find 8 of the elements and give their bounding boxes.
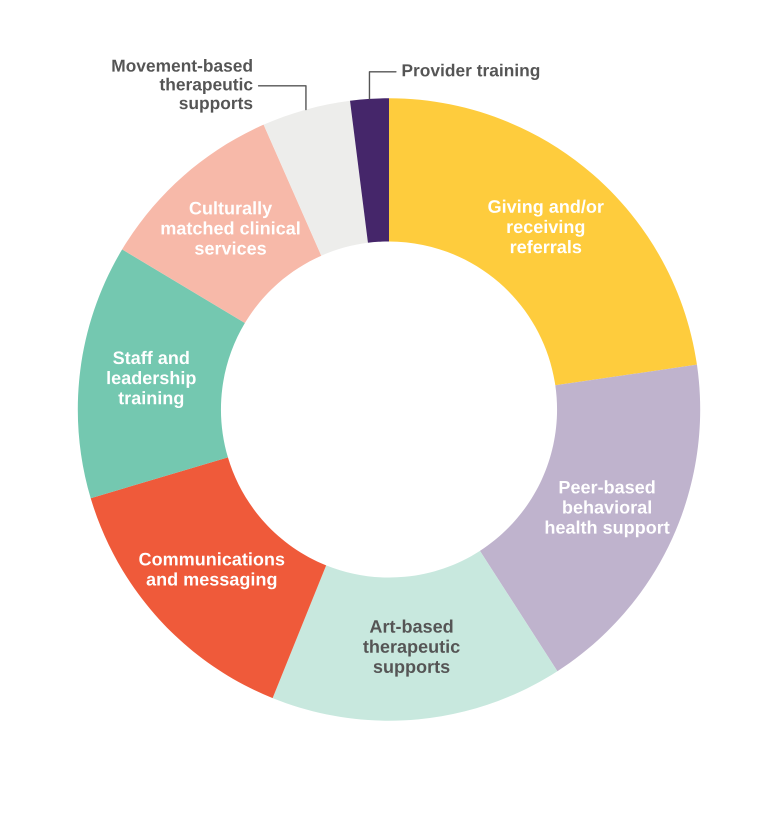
slice-label: Provider training <box>402 64 540 80</box>
slice-label: Giving and/or receiving referrals <box>488 200 604 254</box>
slice-label: Art-based therapeutic supports <box>363 620 460 677</box>
slice-label: Communications and messaging <box>139 552 284 590</box>
slice-label: Movement-based therapeutic supports <box>112 59 253 113</box>
slice-label: Staff and leadership training <box>107 350 196 408</box>
slice-label: Culturally matched clinical services <box>161 201 300 255</box>
slice-label: Peer-based behavioral health support <box>546 480 670 538</box>
